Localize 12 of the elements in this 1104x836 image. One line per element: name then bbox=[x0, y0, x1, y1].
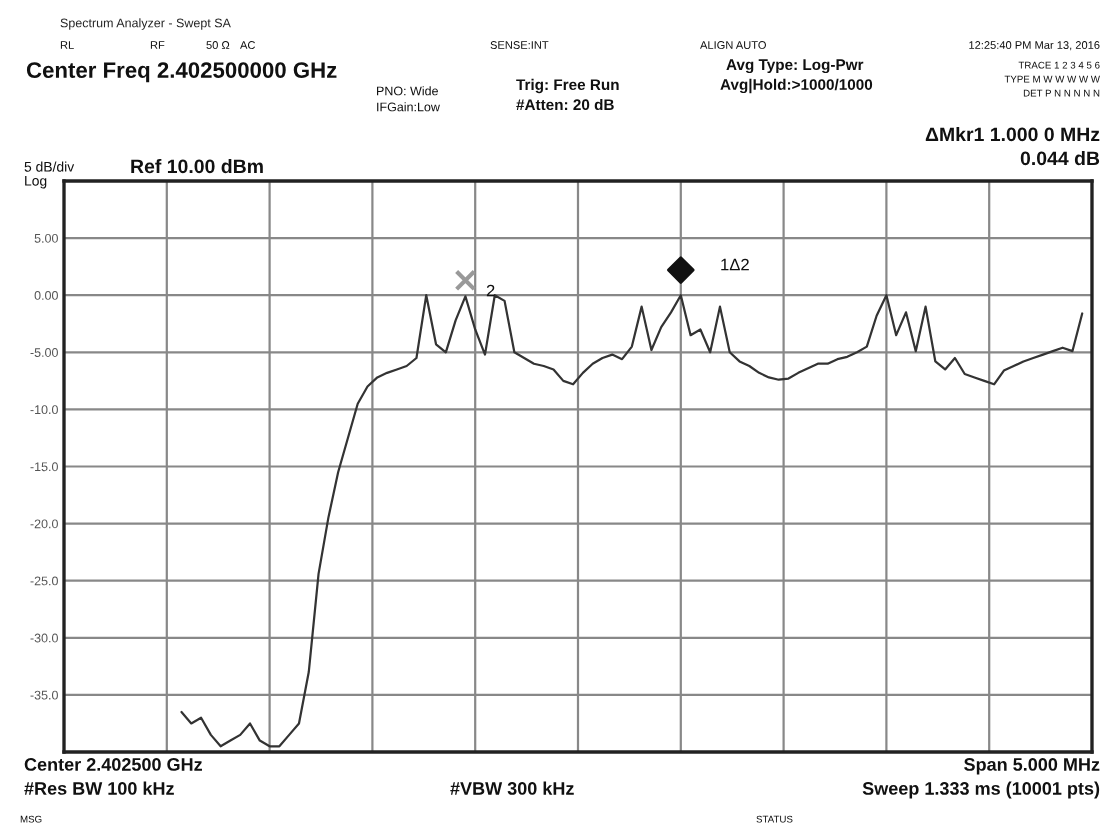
annotation: 2 bbox=[486, 284, 495, 297]
text: Ref 10.00 dBm bbox=[131, 158, 263, 174]
text: Sweep 1.333 ms (10001 pts) bbox=[862, 781, 1100, 799]
text: Center Freq 2.402500000 GHz bbox=[26, 62, 337, 83]
text: 0.044 dB bbox=[1020, 150, 1100, 166]
line-series bbox=[180, 294, 1084, 748]
text: #VBW 300 kHz bbox=[450, 781, 574, 795]
annotation: 1Δ2 bbox=[721, 258, 749, 271]
text: Center 2.402500 GHz bbox=[24, 758, 202, 771]
text: ΔMkr1 1.000 0 MHz bbox=[925, 126, 1100, 142]
text: #Res BW 100 kHz bbox=[24, 781, 174, 795]
text: Span 5.000 MHz bbox=[964, 758, 1100, 775]
